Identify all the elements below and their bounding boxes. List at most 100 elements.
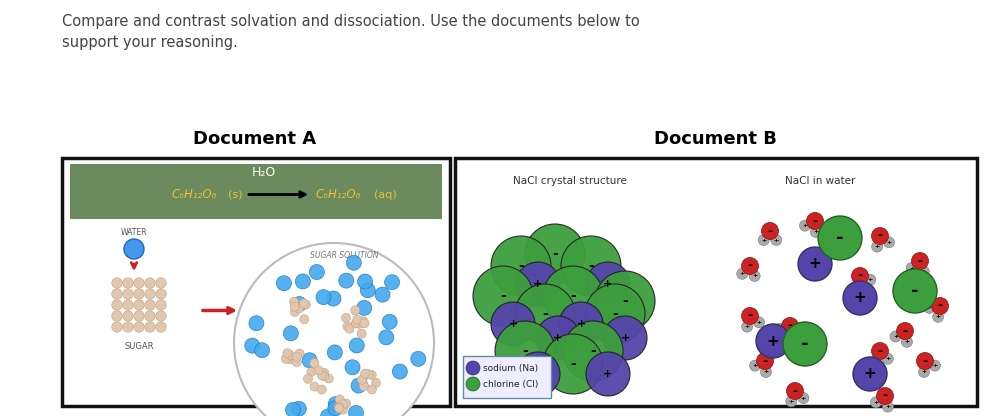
Circle shape — [314, 366, 323, 375]
Text: +: + — [909, 265, 915, 270]
Circle shape — [525, 224, 585, 284]
Circle shape — [156, 278, 166, 288]
Circle shape — [357, 274, 372, 289]
Circle shape — [326, 291, 341, 306]
Circle shape — [360, 283, 375, 298]
Circle shape — [737, 268, 748, 279]
Circle shape — [357, 375, 366, 384]
Circle shape — [759, 235, 770, 245]
Text: +: + — [802, 223, 807, 228]
Text: +: + — [533, 279, 542, 289]
Circle shape — [356, 300, 371, 315]
Circle shape — [882, 353, 894, 364]
Text: +: + — [745, 324, 750, 329]
Circle shape — [515, 284, 575, 344]
Circle shape — [367, 370, 376, 379]
Text: -: - — [623, 294, 628, 308]
Circle shape — [473, 266, 533, 326]
Text: +: + — [873, 359, 878, 364]
Circle shape — [771, 235, 781, 245]
Bar — [463, 356, 551, 398]
Text: +: + — [752, 273, 758, 278]
Circle shape — [290, 302, 299, 311]
Circle shape — [563, 321, 623, 381]
Circle shape — [543, 334, 603, 394]
Text: -: - — [787, 319, 792, 332]
Circle shape — [742, 321, 753, 332]
Circle shape — [145, 311, 155, 321]
Circle shape — [124, 239, 144, 259]
Circle shape — [310, 382, 319, 391]
Text: SUGAR SOLUTION: SUGAR SOLUTION — [310, 251, 378, 260]
Circle shape — [786, 382, 803, 399]
Circle shape — [286, 351, 295, 360]
Text: +: + — [777, 326, 782, 332]
Text: -: - — [570, 357, 576, 371]
Circle shape — [320, 372, 329, 381]
Circle shape — [345, 360, 360, 375]
Circle shape — [853, 357, 887, 391]
Circle shape — [156, 311, 166, 321]
Circle shape — [351, 306, 359, 315]
Text: +: + — [800, 396, 806, 401]
Circle shape — [281, 354, 290, 363]
Circle shape — [774, 323, 784, 334]
Circle shape — [883, 401, 894, 412]
Circle shape — [392, 364, 407, 379]
Circle shape — [276, 276, 291, 291]
Circle shape — [872, 241, 883, 252]
Circle shape — [134, 322, 144, 332]
Circle shape — [145, 300, 155, 310]
Text: +: + — [926, 305, 931, 310]
Text: +: + — [808, 257, 821, 272]
Text: (aq): (aq) — [374, 190, 397, 200]
Circle shape — [349, 406, 363, 416]
Circle shape — [156, 289, 166, 299]
Text: -: - — [768, 225, 773, 238]
Text: SUGAR: SUGAR — [124, 342, 154, 351]
Circle shape — [335, 403, 344, 412]
Circle shape — [783, 322, 827, 366]
Text: +: + — [604, 279, 613, 289]
Circle shape — [586, 262, 630, 306]
Bar — [455, 158, 977, 406]
Circle shape — [304, 374, 313, 384]
Circle shape — [384, 275, 399, 290]
Circle shape — [328, 345, 343, 360]
Circle shape — [783, 332, 794, 342]
Circle shape — [865, 274, 876, 285]
Circle shape — [742, 307, 759, 324]
Text: +: + — [533, 369, 542, 379]
Circle shape — [112, 289, 122, 299]
Circle shape — [336, 395, 345, 404]
Text: +: + — [905, 339, 910, 344]
Circle shape — [352, 378, 366, 393]
Circle shape — [254, 343, 270, 358]
Circle shape — [145, 322, 155, 332]
Circle shape — [871, 397, 882, 408]
Circle shape — [810, 226, 821, 238]
Text: chlorine (Cl): chlorine (Cl) — [483, 379, 538, 389]
Circle shape — [358, 317, 367, 326]
Text: +: + — [764, 369, 769, 374]
Circle shape — [299, 299, 308, 308]
Circle shape — [877, 387, 894, 404]
Circle shape — [123, 311, 133, 321]
Text: -: - — [922, 354, 927, 367]
Circle shape — [145, 289, 155, 299]
Circle shape — [134, 311, 144, 321]
Circle shape — [762, 223, 779, 240]
Text: -: - — [883, 389, 888, 403]
Circle shape — [756, 324, 790, 358]
Circle shape — [806, 213, 823, 230]
Circle shape — [347, 255, 361, 270]
Circle shape — [561, 236, 621, 296]
Circle shape — [335, 402, 344, 411]
Text: NaCl crystal structure: NaCl crystal structure — [513, 176, 627, 186]
Circle shape — [919, 266, 929, 277]
Text: -: - — [552, 247, 558, 261]
Circle shape — [310, 359, 319, 367]
Text: -: - — [500, 289, 505, 303]
Text: +: + — [854, 290, 866, 305]
Circle shape — [917, 352, 933, 369]
